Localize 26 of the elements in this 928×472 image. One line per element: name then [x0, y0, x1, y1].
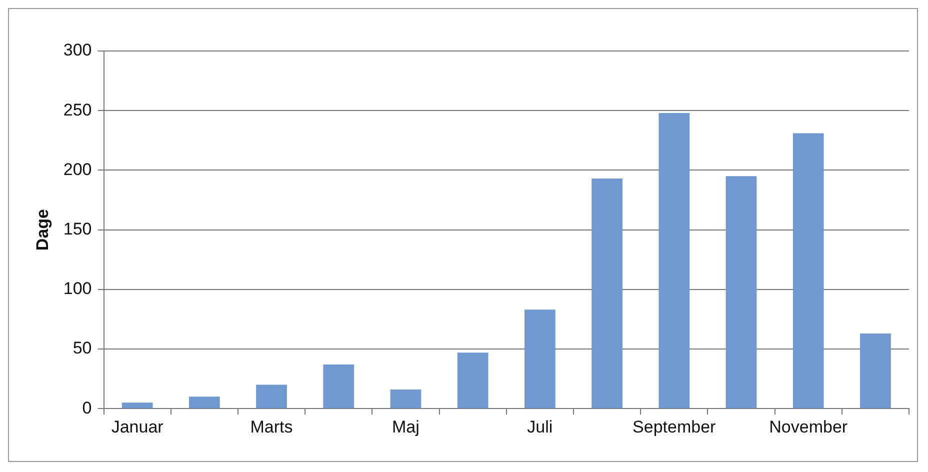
bar [188, 396, 220, 408]
y-tick-label: 100 [63, 279, 92, 298]
bar [323, 364, 354, 408]
y-tick-label: 150 [63, 219, 92, 238]
bar [390, 390, 422, 408]
y-tick-label: 250 [63, 100, 92, 120]
y-tick-label: 0 [82, 398, 92, 418]
y-tick-label: 50 [72, 338, 92, 358]
y-axis-title: Dage [32, 209, 52, 251]
bar [592, 178, 622, 408]
y-tick-label: 300 [63, 40, 92, 60]
y-tick-label: 200 [63, 160, 92, 179]
x-tick-label: Januar [111, 417, 164, 436]
bar [457, 352, 488, 408]
x-tick-label: November [769, 417, 848, 436]
bar [658, 112, 690, 408]
bar [726, 176, 757, 408]
bar [860, 334, 891, 408]
bar [122, 402, 153, 408]
x-tick-label: Juli [527, 417, 553, 436]
x-tick-label: September [632, 417, 716, 436]
bar [524, 310, 556, 408]
bar [792, 133, 824, 408]
x-tick-label: Marts [250, 417, 293, 436]
x-tick-label: Maj [392, 417, 420, 436]
bar [256, 384, 287, 408]
